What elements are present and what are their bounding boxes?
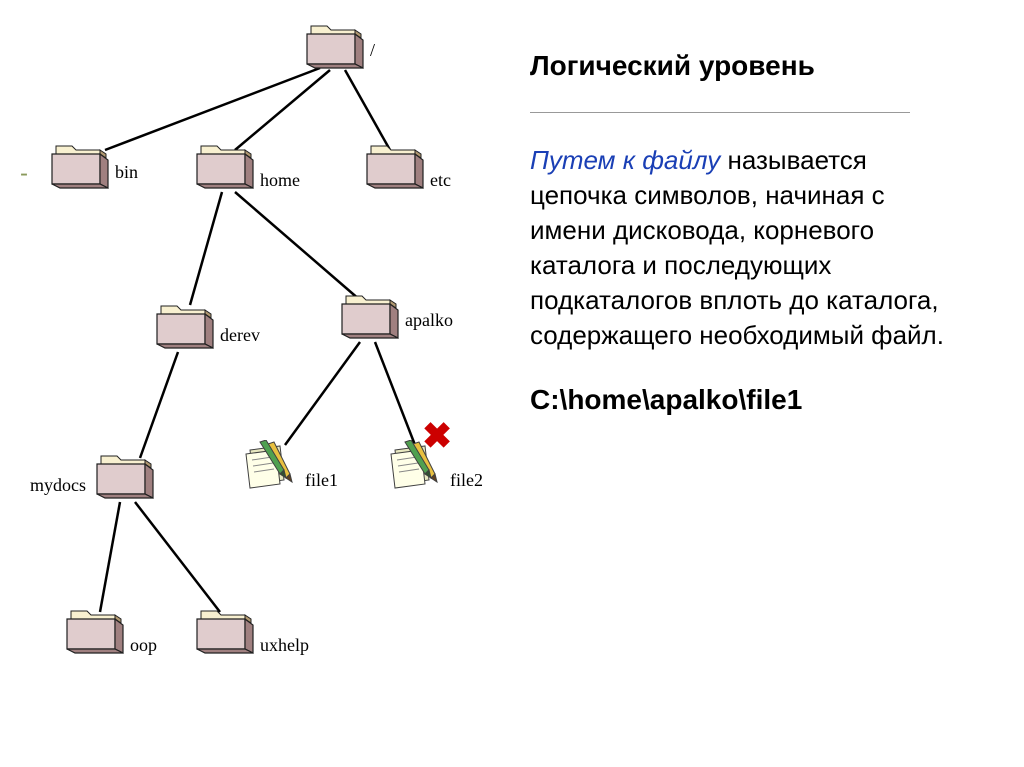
node-label-derev: derev xyxy=(220,325,260,346)
node-label-uxhelp: uxhelp xyxy=(260,635,309,656)
folder-icon-mydocs xyxy=(95,450,157,505)
node-label-home: home xyxy=(260,170,300,191)
path-example: C:\home\apalko\file1 xyxy=(530,384,1000,416)
node-label-root: / xyxy=(370,40,375,61)
divider xyxy=(530,112,910,113)
heading-title: Логический уровень xyxy=(530,50,1000,82)
folder-icon-root xyxy=(305,20,367,75)
folder-icon-apalko xyxy=(340,290,402,345)
node-label-file1: file1 xyxy=(305,470,338,491)
folder-icon-oop xyxy=(65,605,127,660)
body-rest: называется цепочка символов, начиная с и… xyxy=(530,145,944,350)
folder-icon-uxhelp xyxy=(195,605,257,660)
node-label-mydocs: mydocs xyxy=(30,475,86,496)
node-label-file2: file2 xyxy=(450,470,483,491)
dash-mark: - xyxy=(20,160,28,188)
folder-icon-derev xyxy=(155,300,217,355)
node-label-bin: bin xyxy=(115,162,138,183)
explanation-panel: Логический уровень Путем к файлу называе… xyxy=(530,50,1000,416)
file-icon-file1 xyxy=(240,440,300,497)
folder-icon-bin xyxy=(50,140,112,195)
node-label-apalko: apalko xyxy=(405,310,453,331)
folder-icon-etc xyxy=(365,140,427,195)
folder-icon-home xyxy=(195,140,257,195)
node-label-oop: oop xyxy=(130,635,157,656)
delete-cross-icon: ✖ xyxy=(422,418,452,454)
node-label-etc: etc xyxy=(430,170,451,191)
emphasized-term: Путем к файлу xyxy=(530,145,720,175)
body-paragraph: Путем к файлу называется цепочка символо… xyxy=(530,143,960,354)
tree-diagram: / bin home etc derev apalko mydocs xyxy=(0,0,530,760)
